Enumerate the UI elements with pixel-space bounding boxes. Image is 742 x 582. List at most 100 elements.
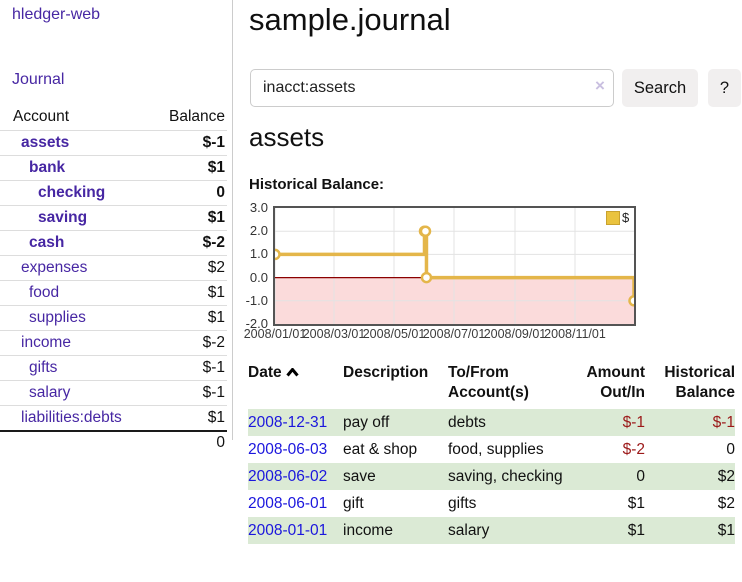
account-balance: $-2 [202,234,225,251]
account-link-liabilities-debts[interactable]: liabilities:debts [21,409,122,426]
sidebar-account-cash: cash $-2 [0,230,227,255]
help-button[interactable]: ? [708,69,741,107]
data-point-marker [628,295,634,307]
data-point-marker [420,271,433,284]
transaction-accounts: salary [448,517,565,544]
transaction-balance: $1 [645,517,735,544]
sidebar-account-liabilities-debts: liabilities:debts $1 [0,405,227,430]
account-balance: $1 [207,309,225,326]
account-balance: $-1 [202,384,225,401]
y-tick-label: 1.0 [249,246,268,262]
col-header-description: Description [343,364,429,381]
account-link-gifts[interactable]: gifts [29,359,58,376]
register-row[interactable]: 2008-06-02 save saving, checking 0 $2 [248,463,735,490]
account-column-header: Account [13,108,70,125]
legend-swatch-icon [606,210,620,225]
account-balance: 0 [216,184,225,201]
account-table-header: Account Balance [0,104,227,130]
transaction-amount: $1 [565,517,645,544]
sidebar-account-expenses: expenses $2 [0,255,227,280]
transaction-date-link[interactable]: 2008-06-03 [248,441,328,458]
account-link-cash[interactable]: cash [29,234,65,251]
account-balance-table: Account Balance assets $-1 bank $1 check… [0,104,227,453]
col-header-balance: Historical Balance [664,364,735,401]
sidebar-account-saving: saving $1 [0,205,227,230]
transaction-amount: $1 [627,495,645,512]
account-link-assets[interactable]: assets [21,134,70,151]
sidebar-account-checking: checking 0 [0,180,227,205]
account-link-bank[interactable]: bank [29,159,66,176]
x-tick-label: 2008/03/01 [302,327,366,341]
search-button[interactable]: Search [622,69,698,107]
account-balance: $1 [207,284,225,301]
register-row[interactable]: 2008-06-03 eat & shop food, supplies $-2… [248,436,735,463]
register-row[interactable]: 2008-12-31 pay off debts $-1 $-1 [248,409,735,436]
transaction-date-link[interactable]: 2008-06-01 [248,495,328,512]
account-balance: $1 [207,209,225,226]
transaction-amount: $-2 [622,441,645,458]
register-row[interactable]: 2008-06-01 gift gifts $1 $2 [248,490,735,517]
sidebar-account-food: food $1 [0,280,227,305]
account-balance: $-2 [202,334,225,351]
account-link-food[interactable]: food [29,284,60,301]
y-tick-label: -2.0 [245,316,268,331]
transaction-description: save [343,463,448,490]
account-link-salary[interactable]: salary [29,384,71,401]
transaction-date-link[interactable]: 2008-12-31 [248,414,328,431]
account-page-title: assets [249,122,325,152]
transaction-balance: $2 [645,463,735,490]
account-link-saving[interactable]: saving [38,209,88,226]
sidebar-account-assets: assets $-1 [0,130,227,155]
legend-label: $ [622,210,630,225]
chart-canvas [275,208,634,324]
col-header-amount: Amount Out/In [586,364,645,401]
transaction-amount: $-1 [622,414,645,431]
account-link-expenses[interactable]: expenses [21,259,88,276]
chart-title: Historical Balance: [249,176,385,193]
account-link-supplies[interactable]: supplies [29,309,86,326]
y-tick-label: -1.0 [245,292,268,308]
transaction-balance: $-1 [712,414,735,431]
account-balance: $-1 [202,134,225,151]
register-table: Date Description To/From Account(s) Amou… [248,363,735,544]
transaction-description: gift [343,495,364,512]
page-title: sample.journal [249,2,451,37]
y-tick-label: 2.0 [249,223,268,239]
col-header-accounts: To/From Account(s) [448,364,529,401]
register-header-row: Date Description To/From Account(s) Amou… [248,363,735,409]
sidebar-account-income: income $-2 [0,330,227,355]
y-tick-label: 3.0 [249,200,268,215]
transaction-balance: $2 [717,495,735,512]
total-balance: 0 [216,433,225,451]
transaction-date-link[interactable]: 2008-06-02 [248,468,328,485]
account-link-checking[interactable]: checking [38,184,106,201]
transaction-accounts: food, supplies [448,441,544,458]
data-point-marker [419,225,432,237]
sidebar-item-journal[interactable]: Journal [12,71,65,88]
col-header-date[interactable]: Date [248,363,343,409]
chart-legend: $ [606,210,629,225]
account-balance: $-1 [202,359,225,376]
sidebar-account-bank: bank $1 [0,155,227,180]
transaction-accounts: gifts [448,495,477,512]
sort-ascending-icon [285,368,299,377]
transaction-date-link[interactable]: 2008-01-01 [248,522,328,539]
sidebar-account-salary: salary $-1 [0,380,227,405]
sidebar-account-supplies: supplies $1 [0,305,227,330]
sidebar-total-row: 0 [0,430,227,453]
x-tick-label: 2008/09/01 [483,327,547,341]
balance-column-header: Balance [168,108,225,125]
app-logo-link[interactable]: hledger-web [12,6,101,23]
historical-balance-chart [273,206,636,326]
x-tick-label: 2008/07/01 [422,327,486,341]
transaction-description: income [343,517,448,544]
account-link-income[interactable]: income [21,334,71,351]
x-tick-label: 2008/11/01 [544,327,606,341]
x-tick-label: 2008/05/01 [362,327,426,341]
register-row[interactable]: 2008-01-01 income salary $1 $1 [248,517,735,544]
account-balance: $1 [207,409,225,426]
transaction-description: eat & shop [343,441,418,458]
account-balance: $1 [207,159,225,176]
clear-search-icon[interactable]: × [595,76,605,95]
search-input[interactable] [250,69,614,107]
